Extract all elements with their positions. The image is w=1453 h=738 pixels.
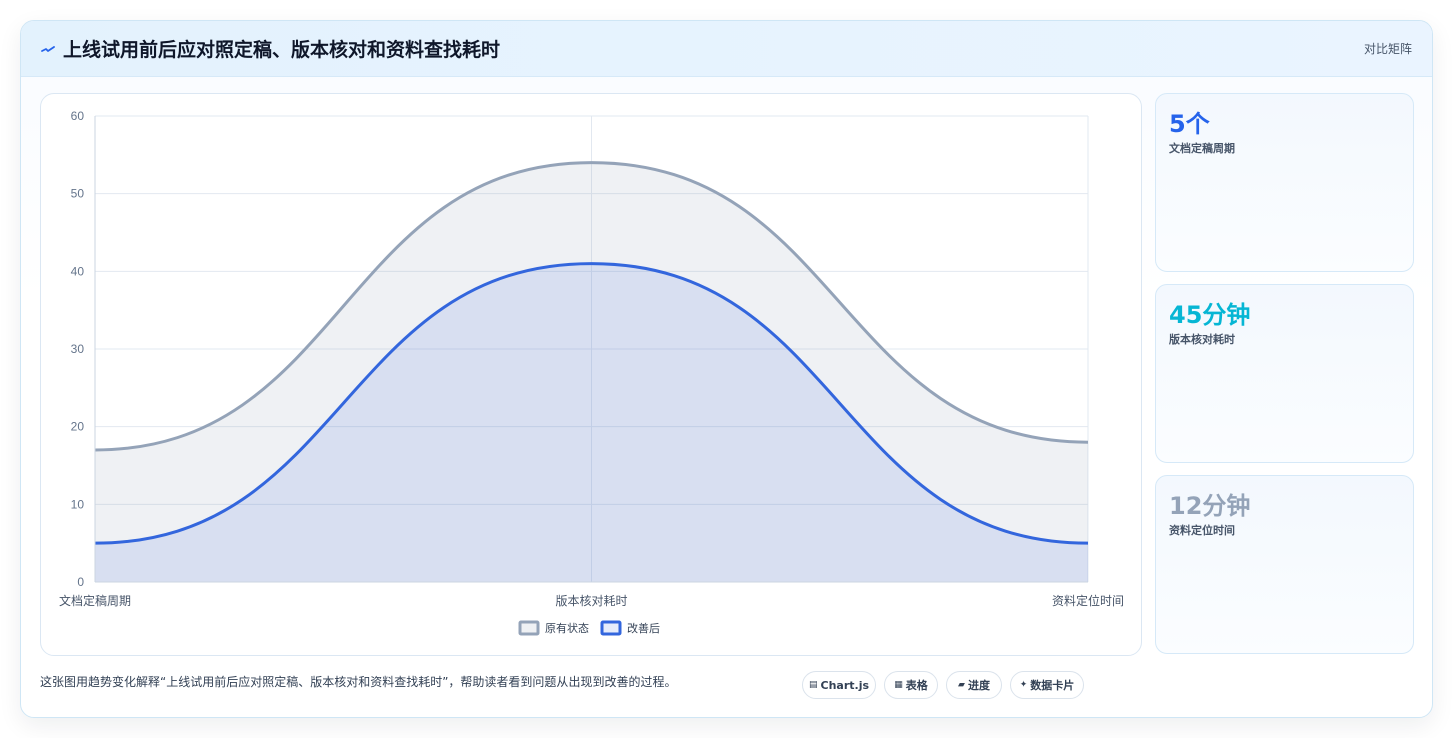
series-area-1 [95,263,1088,582]
x-tick-label: 资料定位时间 [1052,593,1124,608]
stat-value: 5个 [1169,110,1210,138]
stat-value: 12分钟 [1169,492,1251,520]
y-tick-label: 10 [71,497,85,511]
y-tick-label: 50 [71,187,85,201]
sparkle-icon: ✦ [1019,680,1028,690]
series-area-0 [95,162,1088,582]
stat-card-version-check: 45分钟 版本核对耗时 [1155,284,1414,463]
progress-icon: ▰ [958,680,965,690]
y-tick-label: 40 [71,264,85,278]
legend-swatch [600,620,622,636]
dashboard-card: 上线试用前后应对照定稿、版本核对和资料查找耗时 对比矩阵 0 10 20 30 40 50… [20,20,1433,718]
page-title: 上线试用前后应对照定稿、版本核对和资料查找耗时 [63,39,501,61]
chip-label: 数据卡片 [1030,679,1075,692]
table-icon: ▦ [894,680,903,690]
stat-label: 文档定稿周期 [1169,142,1235,155]
y-tick-label: 60 [71,109,85,123]
x-tick-label: 文档定稿周期 [59,593,131,608]
stat-card-doc-locate: 12分钟 资料定位时间 [1155,475,1414,654]
legend-swatch [518,620,540,636]
legend-label: 原有状态 [545,621,589,635]
card-header: 上线试用前后应对照定稿、版本核对和资料查找耗时 对比矩阵 [21,21,1432,77]
stat-label: 版本核对耗时 [1169,333,1235,346]
chart-caption: 这张图用趋势变化解释“上线试用前后应对照定稿、版本核对和资料查找耗时”，帮助读者… [40,675,677,689]
chip-table[interactable]: ▦ 表格 [884,671,938,699]
y-tick-label: 0 [77,575,84,589]
chart-panel: 0 10 20 30 40 50 60 文档定稿周期 版本核对耗时 资料定位时间原有状态 改善后 [40,93,1142,656]
pulse-icon [41,46,55,52]
stat-card-doc-cycle: 5个 文档定稿周期 [1155,93,1414,272]
x-tick-label: 版本核对耗时 [555,594,627,608]
y-tick-label: 30 [71,342,85,356]
comparison-matrix-link[interactable]: 对比矩阵 [1363,42,1412,56]
chip-chartjs[interactable]: ▤ Chart.js [802,671,876,699]
chip-label: 表格 [905,679,928,692]
chart-icon: ▤ [808,680,818,690]
chip-data-card[interactable]: ✦ 数据卡片 [1010,671,1084,699]
chip-label: 进度 [967,679,990,692]
stat-value: 45分钟 [1169,301,1251,329]
series-line-0 [94,161,1089,452]
series-line-1 [94,262,1089,545]
legend-label: 改善后 [627,621,660,635]
chip-label: Chart.js [820,678,870,692]
y-tick-label: 20 [71,420,85,434]
chip-progress[interactable]: ▰ 进度 [946,671,1002,699]
stat-label: 资料定位时间 [1169,524,1235,537]
